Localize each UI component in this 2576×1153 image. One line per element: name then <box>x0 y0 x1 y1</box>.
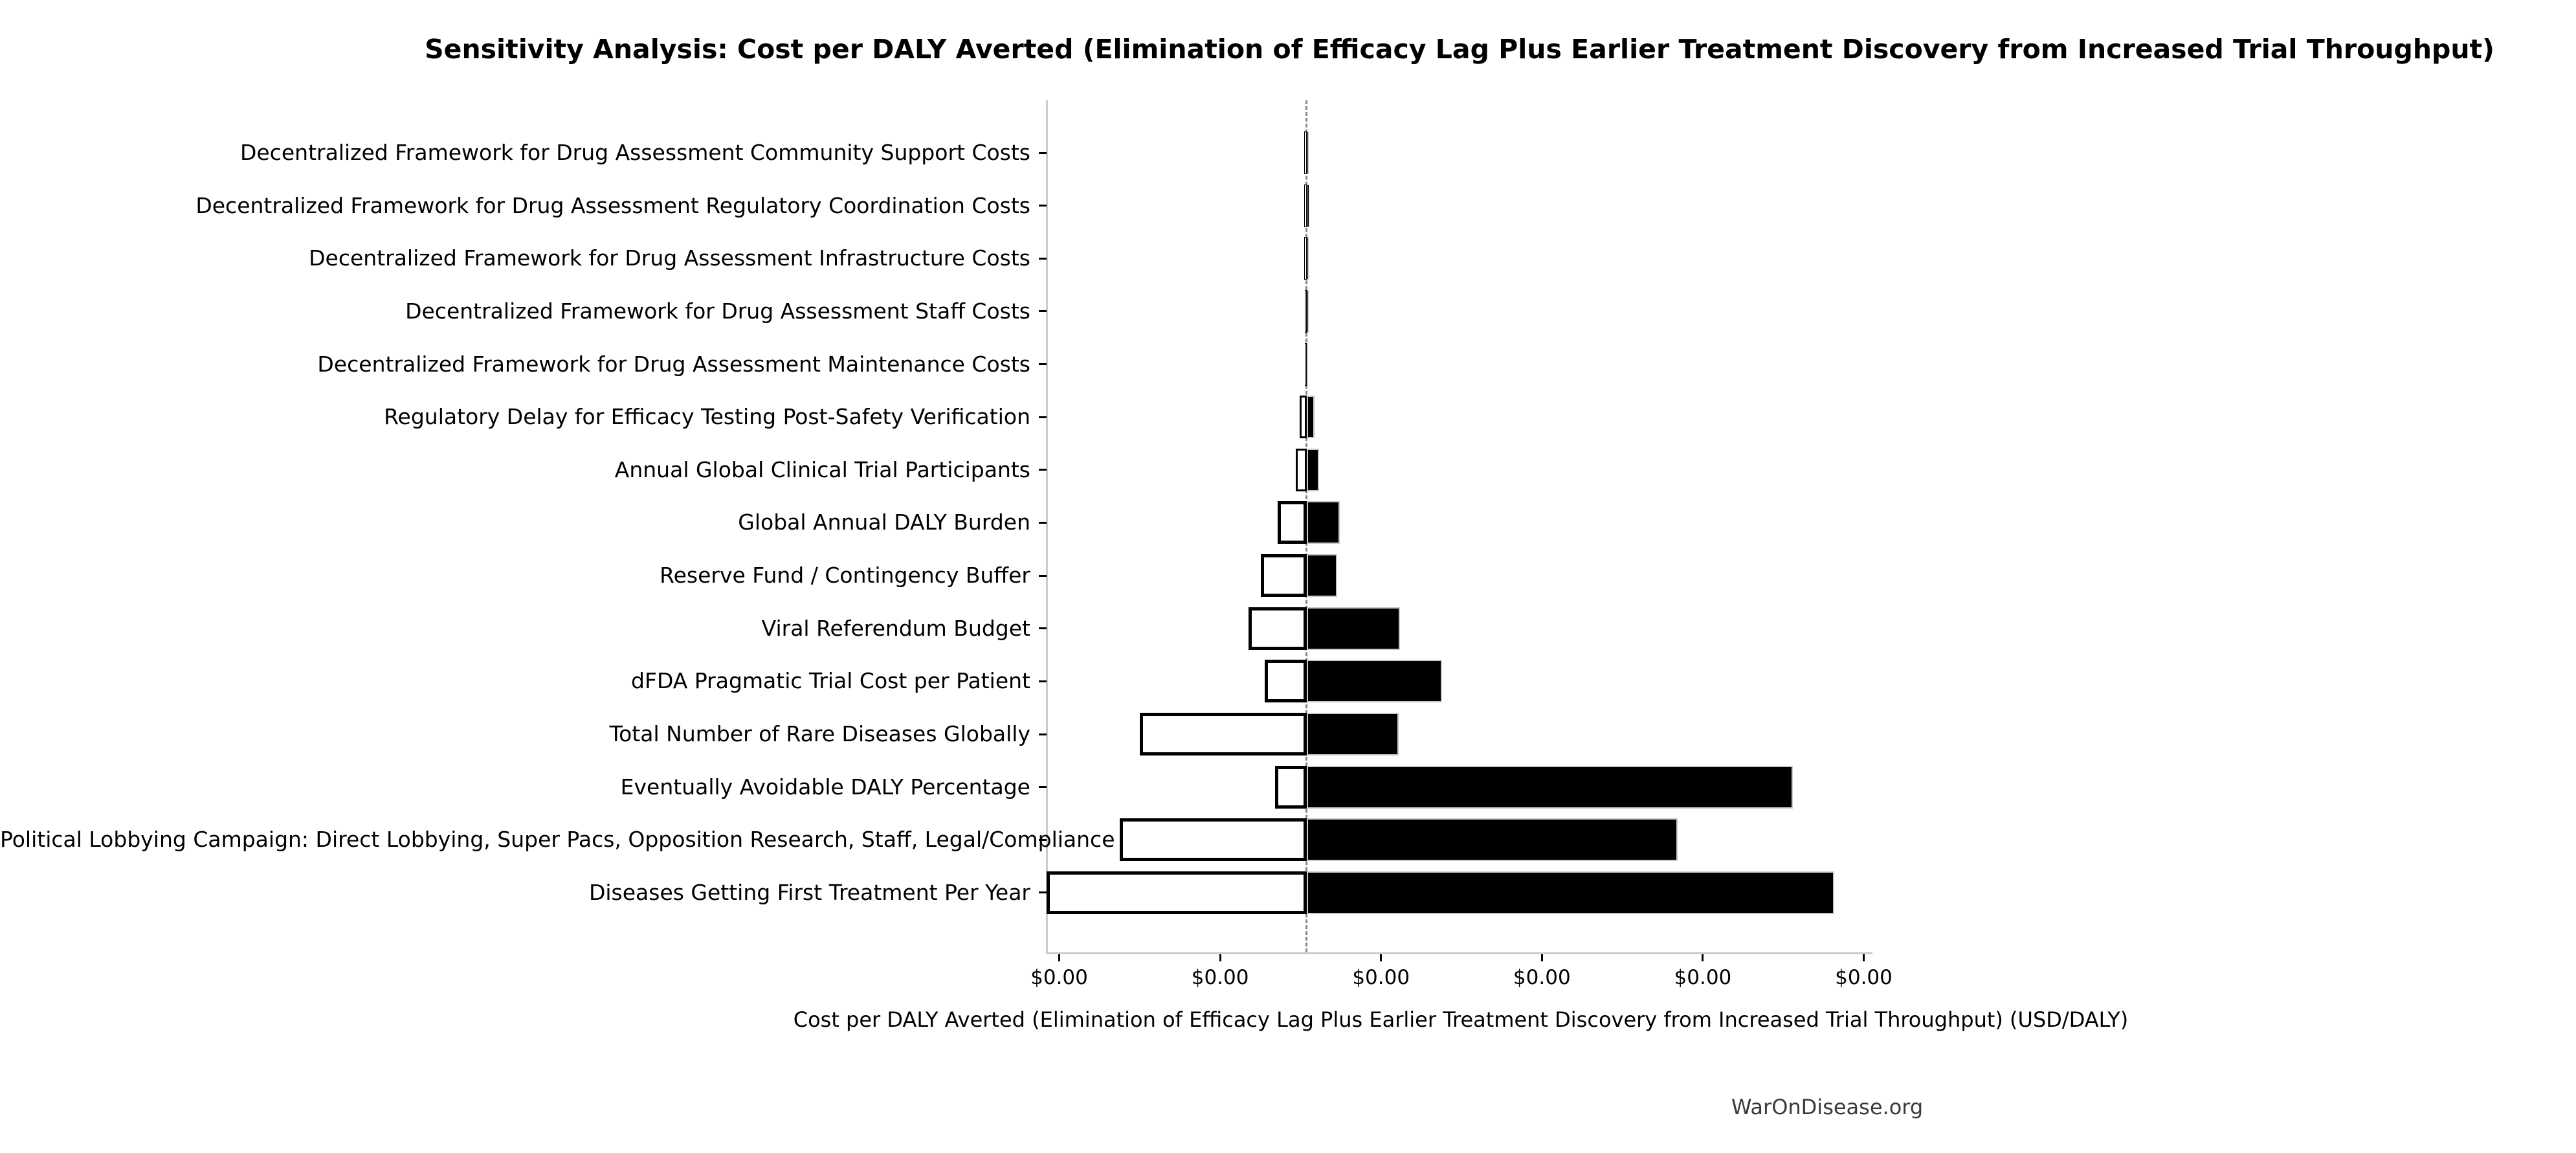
bar-high-side <box>1306 818 1678 862</box>
y-tick-mark <box>1039 469 1047 471</box>
y-tick-mark <box>1039 205 1047 207</box>
bar-low-side <box>1249 607 1307 650</box>
x-tick-label: $0.00 <box>1030 966 1088 989</box>
y-tick-mark <box>1039 574 1047 577</box>
x-tick-label: $0.00 <box>1513 966 1571 989</box>
bar-low-side <box>1265 660 1307 703</box>
bar-low-side <box>1120 818 1307 862</box>
y-axis-label: Diseases Getting First Treatment Per Yea… <box>588 879 1030 905</box>
y-tick-mark <box>1039 891 1047 894</box>
bar-high-side <box>1306 660 1443 703</box>
y-axis-label: Reserve Fund / Contingency Buffer <box>660 563 1030 588</box>
y-tick-mark <box>1039 627 1047 630</box>
bar-high-side <box>1306 607 1401 650</box>
y-tick-mark <box>1039 786 1047 789</box>
bar-high-side <box>1306 289 1309 333</box>
bar-high-side <box>1306 765 1793 809</box>
y-axis-label: dFDA Pragmatic Trial Cost per Patient <box>631 668 1030 694</box>
y-axis-label: Total Number of Rare Diseases Globally <box>609 721 1030 747</box>
bar-low-side <box>1304 237 1307 280</box>
y-axis-label: Annual Global Clinical Trial Participant… <box>614 456 1030 482</box>
y-axis-label: Eventually Avoidable DALY Percentage <box>620 774 1030 800</box>
bar-low-side <box>1278 501 1307 544</box>
bar-low-side <box>1295 448 1307 491</box>
x-tick-label: $0.00 <box>1835 966 1893 989</box>
y-axis-label: Viral Referendum Budget <box>761 615 1030 641</box>
bar-low-side <box>1304 131 1307 174</box>
bar-high-side <box>1306 237 1309 280</box>
bar-low-side <box>1304 184 1307 227</box>
chart-title: Sensitivity Analysis: Cost per DALY Aver… <box>425 34 2494 65</box>
bar-high-side <box>1306 448 1319 491</box>
y-axis-label: Decentralized Framework for Drug Assessm… <box>195 192 1030 218</box>
y-axis-label: Decentralized Framework for Drug Assessm… <box>317 351 1030 377</box>
x-tick-mark <box>1863 954 1865 961</box>
y-tick-mark <box>1039 363 1047 366</box>
x-tick-mark <box>1058 954 1060 961</box>
bar-low-side <box>1139 713 1307 756</box>
y-axis-label: Political Lobbying Campaign: Direct Lobb… <box>0 827 1115 853</box>
bar-high-side <box>1306 131 1309 174</box>
y-tick-mark <box>1039 257 1047 260</box>
bar-high-side <box>1306 342 1309 386</box>
y-tick-mark <box>1039 733 1047 735</box>
x-tick-label: $0.00 <box>1352 966 1410 989</box>
y-tick-mark <box>1039 680 1047 682</box>
bar-low-side <box>1304 289 1307 333</box>
y-axis-label: Decentralized Framework for Drug Assessm… <box>405 298 1030 324</box>
bar-high-side <box>1306 501 1340 544</box>
x-tick-label: $0.00 <box>1674 966 1732 989</box>
x-axis-title: Cost per DALY Averted (Elimination of Ef… <box>793 1007 2129 1032</box>
bar-high-side <box>1306 184 1309 227</box>
bar-high-side <box>1306 713 1399 756</box>
x-tick-mark <box>1219 954 1221 961</box>
footer-watermark: WarOnDisease.org <box>1731 1095 1924 1119</box>
x-tick-mark <box>1380 954 1382 961</box>
bar-low-side <box>1260 554 1307 598</box>
y-axis-label: Decentralized Framework for Drug Assessm… <box>309 245 1030 271</box>
y-axis-label: Global Annual DALY Burden <box>738 509 1030 535</box>
y-axis-line <box>1046 100 1048 954</box>
bar-low-side <box>1299 396 1307 439</box>
bar-high-side <box>1306 871 1835 914</box>
y-tick-mark <box>1039 151 1047 154</box>
x-tick-label: $0.00 <box>1191 966 1249 989</box>
x-tick-mark <box>1540 954 1543 961</box>
y-tick-mark <box>1039 416 1047 418</box>
y-axis-label: Decentralized Framework for Drug Assessm… <box>240 140 1030 165</box>
bar-high-side <box>1306 554 1338 598</box>
bar-low-side <box>1047 871 1307 914</box>
y-tick-mark <box>1039 838 1047 841</box>
bar-high-side <box>1306 396 1315 439</box>
y-axis-label: Regulatory Delay for Efficacy Testing Po… <box>384 404 1030 430</box>
x-axis-line <box>1046 952 1872 954</box>
y-tick-mark <box>1039 521 1047 524</box>
y-tick-mark <box>1039 310 1047 313</box>
x-tick-mark <box>1702 954 1704 961</box>
bar-low-side <box>1274 765 1307 809</box>
bar-low-side <box>1305 342 1307 386</box>
